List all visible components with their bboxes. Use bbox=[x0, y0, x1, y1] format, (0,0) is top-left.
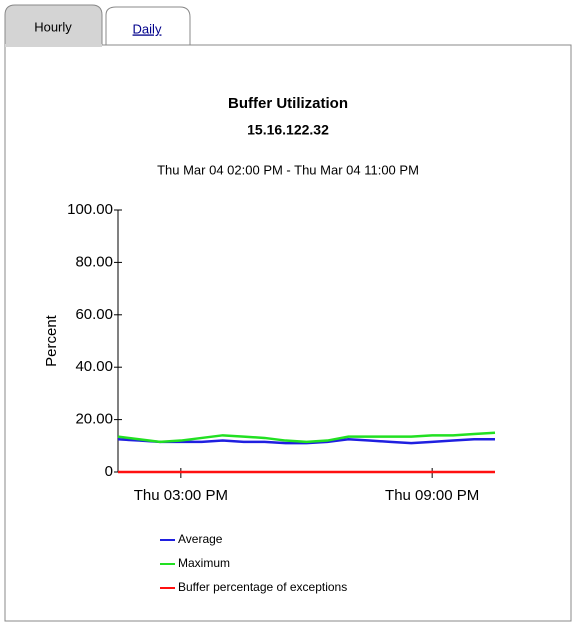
legend-label: Average bbox=[178, 532, 223, 546]
y-tick-label: 40.00 bbox=[75, 358, 113, 375]
x-tick-label: Thu 03:00 PM bbox=[134, 487, 228, 504]
series-line bbox=[117, 437, 495, 445]
panel bbox=[4, 44, 572, 622]
series-line bbox=[117, 431, 496, 444]
tab-daily-shape bbox=[105, 6, 191, 45]
y-tick-label: 80.00 bbox=[75, 253, 113, 270]
tab-join bbox=[5, 44, 102, 47]
y-tick-label: 20.00 bbox=[75, 411, 113, 428]
tab-daily[interactable]: Daily bbox=[133, 21, 162, 36]
chart-subtitle: 15.16.122.32 bbox=[247, 122, 329, 138]
tab-hourly-shape bbox=[4, 4, 103, 45]
tab-hourly[interactable]: Hourly bbox=[34, 19, 72, 34]
y-tick-label: 0 bbox=[105, 463, 113, 480]
y-tick-label: 100.00 bbox=[67, 201, 113, 218]
y-tick-label: 60.00 bbox=[75, 306, 113, 323]
date-range: Thu Mar 04 02:00 PM - Thu Mar 04 11:00 P… bbox=[157, 162, 419, 177]
x-tick-label: Thu 09:00 PM bbox=[385, 487, 479, 504]
y-axis-label: Percent bbox=[43, 314, 60, 367]
legend-label: Buffer percentage of exceptions bbox=[178, 580, 347, 594]
chart-title: Buffer Utilization bbox=[228, 95, 348, 112]
legend-label: Maximum bbox=[178, 556, 230, 570]
